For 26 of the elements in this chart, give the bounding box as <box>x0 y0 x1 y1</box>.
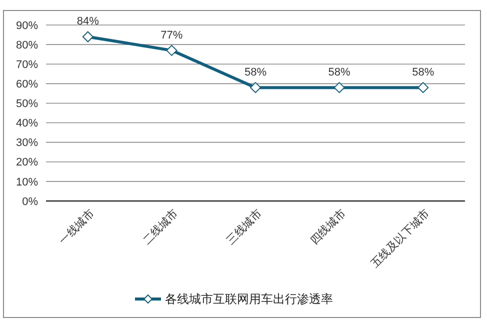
legend-label: 各线城市互联网用车出行渗透率 <box>165 292 333 306</box>
point <box>418 82 429 94</box>
x-tick-label: 三线城市 <box>224 206 264 247</box>
data-label: 58% <box>328 66 351 79</box>
y-tick-label: 10% <box>16 176 38 188</box>
y-tick-label: 20% <box>16 156 38 169</box>
x-tick-label: 五线及以下城市 <box>368 206 432 270</box>
y-tick-label: 50% <box>16 98 38 110</box>
y-tick-label: 90% <box>16 20 38 32</box>
x-tick-label: 二线城市 <box>140 206 181 247</box>
x-tick-label: 四线城市 <box>308 206 348 247</box>
point <box>250 82 261 94</box>
data-label: 84% <box>76 16 100 28</box>
x-tick-label: 一线城市 <box>56 206 97 247</box>
y-tick-label: 70% <box>16 58 38 71</box>
data-label: 58% <box>244 66 267 79</box>
point <box>166 44 178 56</box>
y-tick-label: 0% <box>22 196 38 208</box>
y-tick-label: 30% <box>16 137 38 150</box>
y-tick-label: 60% <box>16 78 38 91</box>
data-label: 77% <box>160 29 183 42</box>
y-tick-label: 80% <box>16 39 38 52</box>
point <box>334 82 345 94</box>
data-label: 58% <box>412 66 434 79</box>
y-tick-label: 40% <box>16 118 38 130</box>
point <box>82 31 94 42</box>
